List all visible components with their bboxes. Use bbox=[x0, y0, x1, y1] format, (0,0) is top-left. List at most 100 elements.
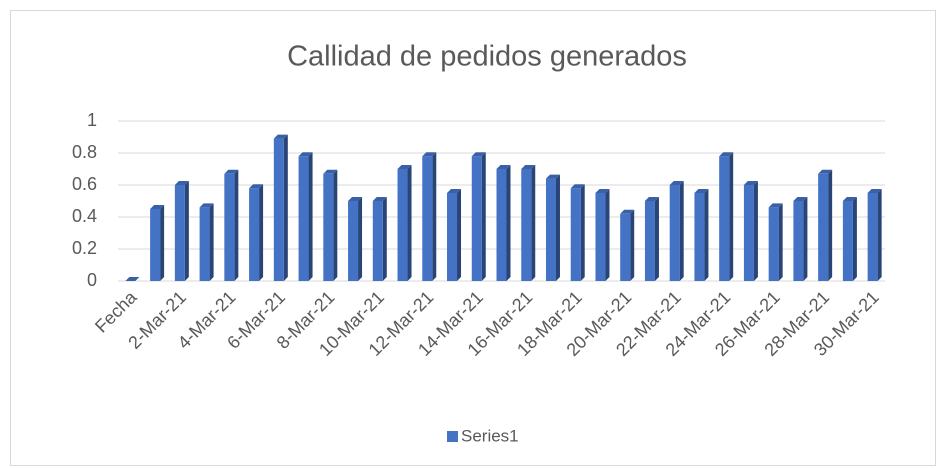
bar-top bbox=[298, 152, 313, 157]
bar-top bbox=[570, 184, 585, 189]
bar-top bbox=[348, 197, 363, 201]
bar bbox=[323, 173, 334, 281]
bar bbox=[842, 201, 853, 281]
legend-label: Series1 bbox=[461, 426, 519, 445]
y-tick-label: 0.8 bbox=[72, 142, 97, 162]
bar-top bbox=[842, 197, 857, 201]
bar bbox=[496, 169, 507, 281]
bar-top bbox=[793, 197, 808, 201]
bar bbox=[644, 201, 655, 281]
bar-top bbox=[545, 174, 560, 179]
bar-top bbox=[422, 152, 437, 157]
y-tick-label: 0.4 bbox=[72, 206, 97, 226]
bar bbox=[249, 188, 260, 281]
bar-side bbox=[432, 152, 437, 281]
bar-side bbox=[852, 197, 857, 281]
bar-top bbox=[125, 277, 140, 281]
bar-side bbox=[308, 152, 313, 281]
bar-side bbox=[828, 169, 833, 281]
bar-side bbox=[679, 181, 684, 281]
bar bbox=[471, 156, 482, 281]
bar-side bbox=[333, 169, 338, 281]
bar-side bbox=[234, 169, 239, 281]
bar bbox=[199, 207, 210, 281]
bar-top bbox=[224, 169, 239, 174]
bar bbox=[694, 193, 705, 281]
bar-top bbox=[199, 203, 214, 208]
bar-side bbox=[184, 181, 189, 281]
bar-top bbox=[719, 152, 734, 157]
bar-side bbox=[877, 189, 882, 281]
bar-side bbox=[580, 184, 585, 281]
bar bbox=[620, 213, 631, 281]
bar-side bbox=[407, 165, 412, 281]
bar bbox=[273, 138, 284, 281]
bar-side bbox=[555, 174, 560, 281]
bar-side bbox=[630, 209, 635, 281]
bar bbox=[595, 193, 606, 281]
bar-side bbox=[160, 205, 165, 281]
bar-side bbox=[457, 189, 462, 281]
bar-top bbox=[174, 181, 189, 185]
bar-top bbox=[496, 165, 511, 169]
bar bbox=[743, 185, 754, 281]
bar bbox=[298, 156, 309, 281]
bar-side bbox=[654, 197, 659, 281]
bar bbox=[719, 156, 730, 281]
chart-title: Callidad de pedidos generados bbox=[287, 41, 687, 73]
bar-side bbox=[753, 181, 758, 281]
bar bbox=[793, 201, 804, 281]
bar bbox=[768, 207, 779, 281]
bar-top bbox=[669, 181, 684, 185]
bar bbox=[521, 169, 532, 281]
bar bbox=[669, 185, 680, 281]
bar-top bbox=[397, 165, 412, 169]
bar-top bbox=[768, 203, 783, 208]
bar-side bbox=[259, 184, 264, 281]
bar-side bbox=[531, 165, 536, 281]
legend-swatch bbox=[447, 431, 458, 442]
y-tick-label: 0.6 bbox=[72, 174, 97, 194]
y-tick-label: 0.2 bbox=[72, 238, 97, 258]
bar-top bbox=[620, 209, 635, 214]
bar-top bbox=[372, 197, 387, 201]
bar-side bbox=[778, 203, 783, 281]
bar-top bbox=[595, 189, 610, 193]
y-tick-label: 0 bbox=[87, 270, 97, 290]
bar-top bbox=[273, 134, 288, 139]
bar-top bbox=[150, 205, 165, 209]
bar bbox=[150, 209, 161, 281]
bar-side bbox=[382, 197, 387, 281]
bar-side bbox=[283, 134, 288, 281]
bar bbox=[447, 193, 458, 281]
bar-top bbox=[867, 189, 882, 193]
bar-top bbox=[644, 197, 659, 201]
bar-top bbox=[521, 165, 536, 169]
bar-side bbox=[704, 189, 709, 281]
bar bbox=[545, 178, 556, 281]
bar-side bbox=[729, 152, 734, 281]
bar-top bbox=[447, 189, 462, 193]
bar-top bbox=[323, 169, 338, 174]
bar-side bbox=[506, 165, 511, 281]
bar bbox=[174, 185, 185, 281]
bar-top bbox=[249, 184, 264, 189]
bar-side bbox=[481, 152, 486, 281]
bar bbox=[867, 193, 878, 281]
bar-top bbox=[818, 169, 833, 174]
bar bbox=[818, 173, 829, 281]
bar-top bbox=[694, 189, 709, 193]
bar bbox=[397, 169, 408, 281]
bar-side bbox=[209, 203, 214, 281]
y-tick-label: 1 bbox=[87, 110, 97, 130]
bar bbox=[372, 201, 383, 281]
bar bbox=[570, 188, 581, 281]
bar-top bbox=[743, 181, 758, 185]
bar bbox=[224, 173, 235, 281]
bar bbox=[348, 201, 359, 281]
bar-top bbox=[471, 152, 486, 157]
bar-side bbox=[803, 197, 808, 281]
bar bbox=[422, 156, 433, 281]
bar-side bbox=[358, 197, 363, 281]
